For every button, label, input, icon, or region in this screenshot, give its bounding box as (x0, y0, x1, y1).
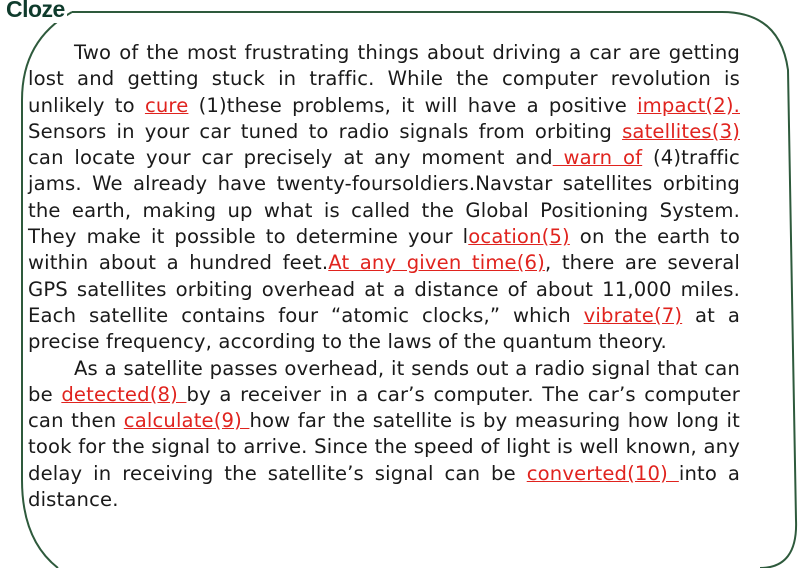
passage: Two of the most frustrating things about… (28, 40, 740, 513)
answer-7: vibrate(7) (583, 303, 683, 327)
passage-text: (4)traffic jams. We already have twenty-… (28, 146, 740, 249)
passage-text: , there are several GPS satellites orbit… (28, 251, 740, 327)
passage-text: Two of the most frustrating things about… (28, 41, 740, 117)
answer-10: converted(10) (526, 461, 679, 485)
passage-text: into a distance. (28, 461, 741, 512)
passage-text: on the earth to within about a hundred f… (28, 225, 741, 275)
paragraph-2: As a satellite passes overhead, it sends… (28, 356, 740, 514)
passage-text: by a receiver in a car’s computer. The c… (28, 382, 740, 433)
answer-4: warn of (552, 146, 643, 170)
answer-6: At any given time(6) (328, 251, 545, 275)
answer-8: detected(8) (61, 382, 187, 406)
paragraph-1: Two of the most frustrating things about… (28, 40, 740, 356)
passage-text: Sensors in your car tuned to radio signa… (28, 119, 623, 143)
passage-text: As a satellite passes overhead, it sends… (28, 356, 740, 406)
passage-text: how far the satellite is by measuring ho… (28, 409, 740, 485)
passage-text: can locate your car precisely at any mom… (28, 146, 553, 170)
answer-9: calculate(9) (123, 409, 250, 433)
answer-2: impact(2). (637, 93, 740, 117)
frame-border (21, 11, 798, 568)
passage-text: at a precise frequency, according to the… (28, 303, 740, 354)
answer-5: ocation(5) (468, 225, 570, 249)
passage-text: (1)these problems, it will have a positi… (188, 93, 638, 117)
answer-3: satellites(3) (622, 119, 740, 143)
answer-1: cure (144, 93, 189, 117)
cloze-title: Cloze (6, 0, 67, 23)
